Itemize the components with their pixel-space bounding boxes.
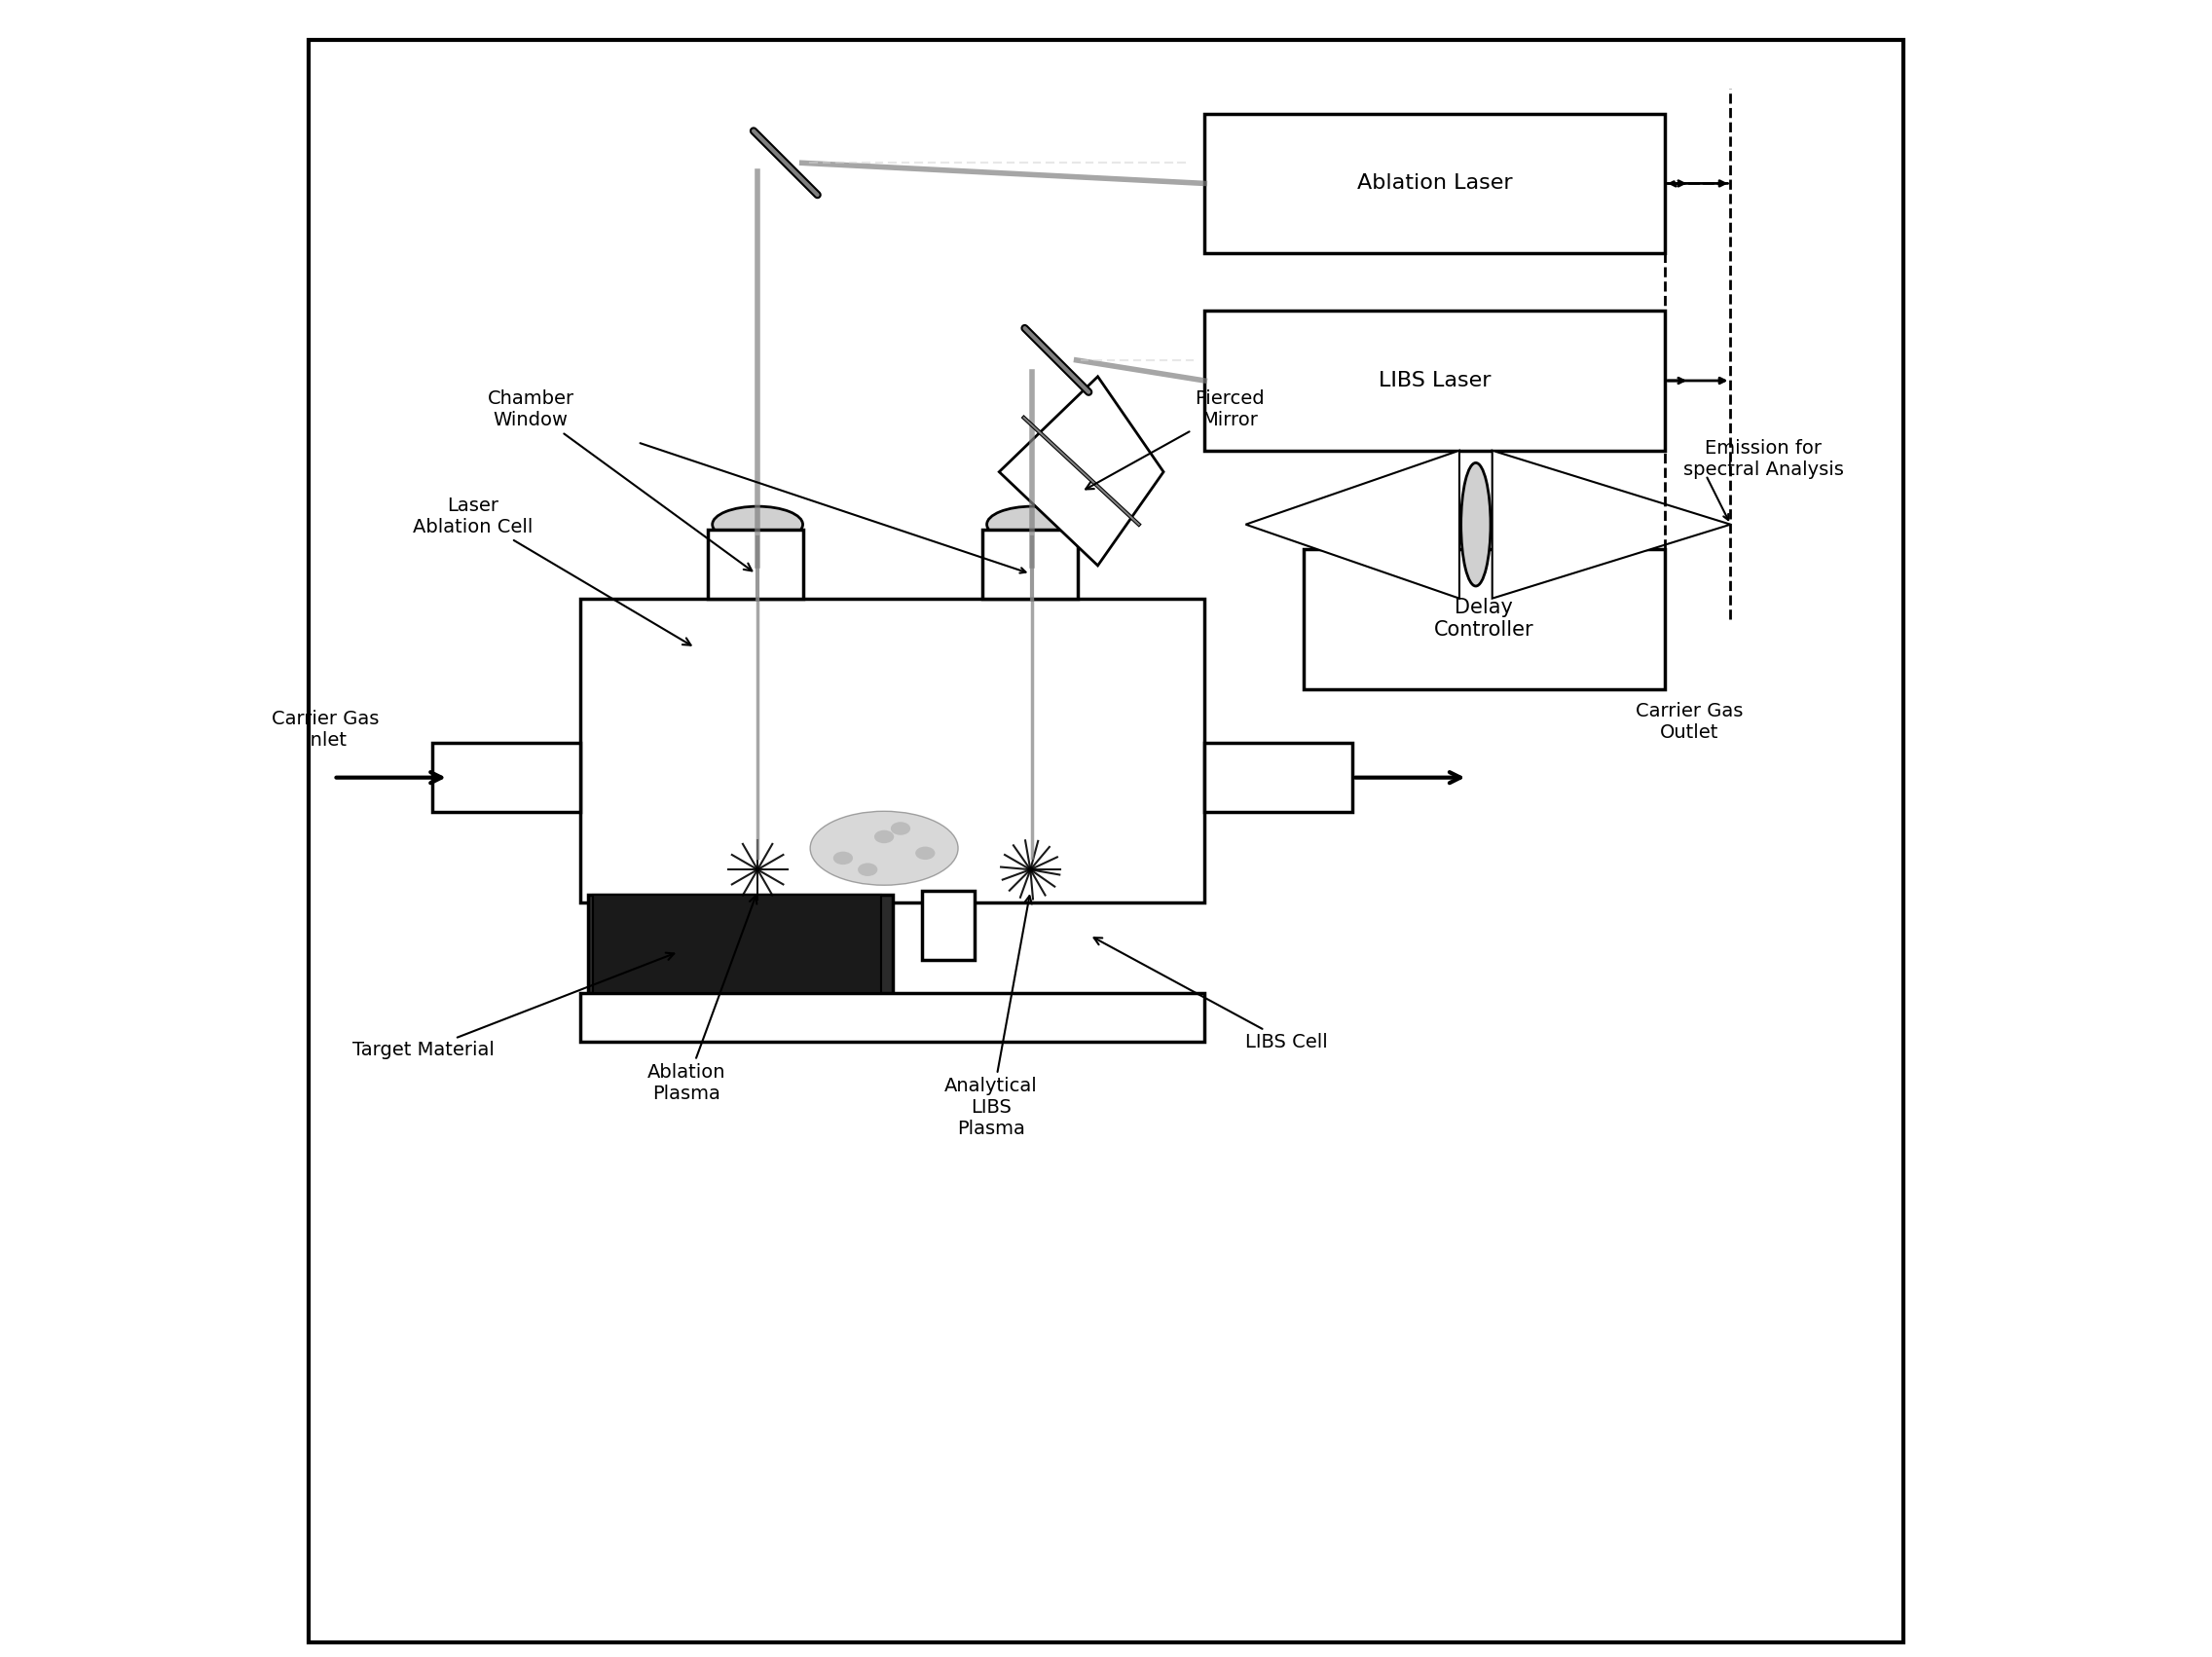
Polygon shape [1493, 451, 1730, 598]
Text: Ablation Laser: Ablation Laser [1356, 174, 1513, 194]
Text: Laser
Ablation Cell: Laser Ablation Cell [414, 497, 690, 645]
FancyBboxPatch shape [1206, 114, 1666, 254]
FancyBboxPatch shape [1206, 742, 1352, 812]
Text: Delay
Controller: Delay Controller [1433, 598, 1533, 640]
FancyBboxPatch shape [1303, 548, 1666, 689]
Text: Ablation
Plasma: Ablation Plasma [648, 896, 757, 1104]
FancyBboxPatch shape [708, 529, 803, 598]
Ellipse shape [891, 822, 911, 835]
FancyBboxPatch shape [310, 40, 1902, 1642]
Polygon shape [1245, 451, 1460, 598]
FancyBboxPatch shape [588, 895, 891, 1001]
FancyBboxPatch shape [1206, 312, 1666, 451]
FancyBboxPatch shape [982, 529, 1077, 598]
Text: Carrier Gas
Outlet: Carrier Gas Outlet [1635, 701, 1743, 742]
Ellipse shape [810, 812, 958, 885]
Ellipse shape [858, 863, 878, 877]
Ellipse shape [712, 507, 803, 542]
Ellipse shape [987, 507, 1077, 542]
FancyBboxPatch shape [922, 891, 975, 959]
Ellipse shape [916, 847, 936, 860]
Polygon shape [1000, 376, 1164, 565]
Text: Pierced
Mirror: Pierced Mirror [1086, 389, 1263, 489]
FancyBboxPatch shape [431, 742, 580, 812]
Text: LIBS Laser: LIBS Laser [1378, 371, 1491, 391]
Ellipse shape [834, 852, 854, 865]
FancyBboxPatch shape [593, 895, 880, 993]
Text: LIBS Cell: LIBS Cell [1095, 938, 1327, 1052]
Text: Analytical
LIBS
Plasma: Analytical LIBS Plasma [945, 896, 1037, 1138]
Text: Target Material: Target Material [354, 953, 675, 1059]
Ellipse shape [1460, 462, 1491, 587]
Text: Emission for
spectral Analysis: Emission for spectral Analysis [1683, 439, 1843, 479]
FancyBboxPatch shape [580, 993, 1206, 1042]
Text: Chamber
Window: Chamber Window [487, 389, 752, 570]
Ellipse shape [874, 830, 894, 843]
FancyBboxPatch shape [580, 598, 1206, 903]
Text: Carrier Gas
Inlet: Carrier Gas Inlet [272, 709, 378, 751]
